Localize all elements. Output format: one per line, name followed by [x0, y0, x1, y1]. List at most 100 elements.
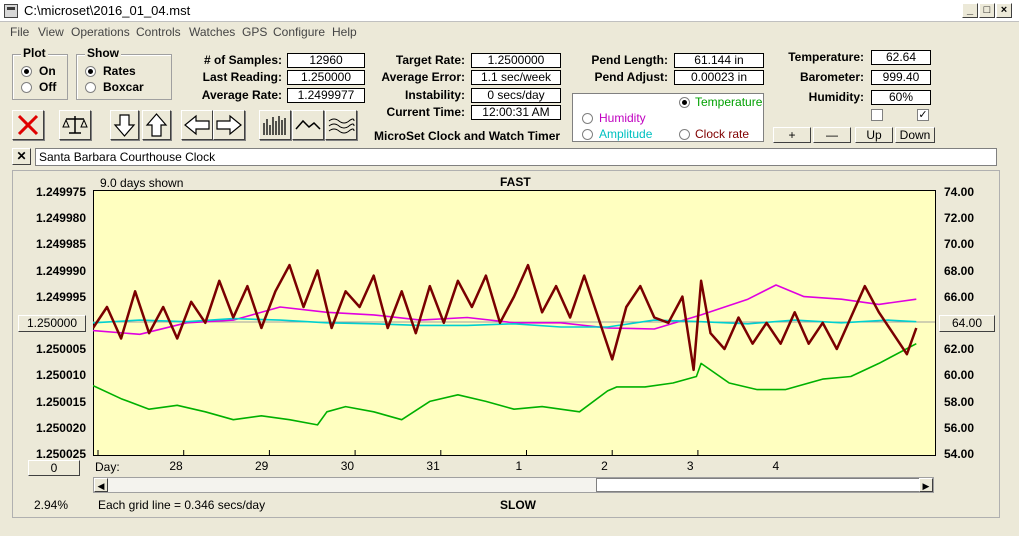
percent-label: 2.94%	[34, 498, 69, 512]
instability-label: Instability:	[404, 88, 465, 102]
red-x-icon	[17, 114, 39, 136]
average-rate-label: Average Rate:	[201, 88, 282, 102]
y-left-tick-label: 1.250010	[35, 368, 86, 383]
menu-watches[interactable]: Watches	[189, 25, 236, 39]
show-rates-label: Rates	[103, 64, 136, 78]
current-time-label: Current Time:	[386, 105, 465, 119]
amplitude-radio[interactable]	[582, 129, 593, 140]
plot-on-label: On	[39, 64, 56, 78]
right-arrow-button[interactable]	[213, 110, 245, 140]
y-right-tick-label: 56.00	[944, 420, 975, 435]
stop-button[interactable]	[12, 110, 44, 140]
plot-on-radio[interactable]	[21, 66, 32, 77]
balance-button[interactable]	[59, 110, 91, 140]
scroll-right-button[interactable]: ▶	[919, 478, 933, 492]
balance-scale-icon	[62, 116, 88, 134]
series-line-temperature	[93, 342, 917, 426]
y-right-tick-label: 74.00	[944, 185, 975, 199]
y-right-tick-label: 66.00	[944, 289, 975, 304]
clear-description-button[interactable]: ✕	[12, 148, 31, 165]
pend-adjust-label: Pend Adjust:	[594, 70, 668, 84]
temperature-radio[interactable]	[679, 97, 690, 108]
x-tick-label: 30	[340, 459, 355, 473]
temperature-option-label: Temperature	[695, 95, 763, 109]
y-right-tick-label: 54.00	[944, 447, 975, 461]
up-button[interactable]: Up	[855, 127, 893, 143]
line-view-button[interactable]	[292, 110, 324, 140]
wave-view-button[interactable]	[325, 110, 357, 140]
baseline-rate-button[interactable]: 1.250000	[18, 315, 86, 332]
y-left-tick-label: 1.250020	[35, 420, 86, 435]
x-tick-label: 31	[426, 459, 440, 473]
y-left-tick-label: 1.249975	[35, 185, 86, 199]
maximize-button[interactable]: □	[979, 3, 995, 18]
average-rate-field: 1.2499977	[287, 88, 365, 103]
y-right-tick-label: 62.00	[944, 342, 975, 357]
slow-label: SLOW	[500, 498, 536, 512]
up-arrow-button[interactable]	[142, 110, 171, 140]
y-right-tick-label: 58.00	[944, 394, 975, 409]
arrow-down-icon	[113, 114, 136, 137]
left-arrow-button[interactable]	[181, 110, 213, 140]
menu-file[interactable]: File	[10, 25, 30, 39]
humidity-field: 60%	[871, 90, 931, 105]
x-tick-label: 4	[772, 459, 780, 473]
menu-view[interactable]: View	[38, 25, 64, 39]
menu-gps[interactable]: GPS	[242, 25, 268, 39]
last-reading-field: 1.250000	[287, 70, 365, 85]
decrease-button[interactable]: —	[813, 127, 851, 143]
chart-scrollbar[interactable]: ◀ ▶	[93, 477, 934, 493]
increase-button[interactable]: +	[773, 127, 811, 143]
series-select-panel: Temperature Humidity Amplitude Clock rat…	[572, 93, 764, 142]
bars-view-button[interactable]	[259, 110, 291, 140]
y-left-tick-label: 1.250015	[35, 394, 86, 409]
y-right-tick-label: 72.00	[944, 211, 975, 226]
scroll-left-button[interactable]: ◀	[94, 478, 108, 492]
down-arrow-button[interactable]	[110, 110, 139, 140]
x-tick-label: 29	[255, 459, 269, 473]
temperature-baseline-button[interactable]: 64.00	[939, 315, 995, 332]
x-tick-label: 28	[169, 459, 183, 473]
fast-label: FAST	[500, 175, 531, 189]
barometer-field: 999.40	[871, 70, 931, 85]
description-input[interactable]: Santa Barbara Courthouse Clock	[35, 148, 997, 166]
pend-length-field: 61.144 in	[674, 53, 764, 68]
plot-group: Plot On Off	[12, 46, 68, 100]
arrow-right-icon	[216, 114, 242, 136]
plot-off-label: Off	[39, 80, 57, 94]
checkbox-1[interactable]	[871, 109, 883, 121]
target-rate-label: Target Rate:	[395, 53, 465, 67]
average-error-field: 1.1 sec/week	[471, 70, 561, 85]
show-group-label: Show	[85, 46, 121, 60]
offset-button[interactable]: 0	[28, 460, 80, 476]
close-icon: ✕	[16, 149, 27, 163]
show-rates-radio[interactable]	[85, 66, 96, 77]
show-boxcar-radio[interactable]	[85, 82, 96, 93]
show-boxcar-label: Boxcar	[103, 80, 144, 94]
scrollbar-thumb[interactable]	[596, 478, 920, 492]
bar-graph-icon	[263, 116, 286, 135]
menu-help[interactable]: Help	[332, 25, 357, 39]
pend-adjust-field: 0.00023 in	[674, 70, 764, 85]
clock-rate-radio[interactable]	[679, 129, 690, 140]
y-right-tick-label: 70.00	[944, 237, 975, 252]
down-button[interactable]: Down	[895, 127, 935, 143]
menu-operations[interactable]: Operations	[71, 25, 130, 39]
window-title: C:\microset\2016_01_04.mst	[24, 3, 191, 18]
clock-rate-option-label: Clock rate	[695, 127, 750, 141]
minimize-button[interactable]: _	[962, 3, 978, 18]
menu-controls[interactable]: Controls	[136, 25, 181, 39]
close-window-button[interactable]: ×	[996, 3, 1012, 18]
arrow-up-icon	[145, 113, 168, 137]
day-label: Day:	[95, 460, 120, 474]
checkbox-2[interactable]: ✓	[917, 109, 929, 121]
show-group: Show Rates Boxcar	[76, 46, 172, 100]
plot-off-radio[interactable]	[21, 82, 32, 93]
app-caption: MicroSet Clock and Watch Timer	[374, 129, 561, 143]
series-line-humidity	[93, 284, 917, 336]
humidity-radio[interactable]	[582, 113, 593, 124]
y-right-tick-label: 60.00	[944, 368, 975, 383]
chart-plot	[93, 190, 936, 456]
humidity-option-label: Humidity	[599, 111, 646, 125]
menu-configure[interactable]: Configure	[273, 25, 326, 39]
